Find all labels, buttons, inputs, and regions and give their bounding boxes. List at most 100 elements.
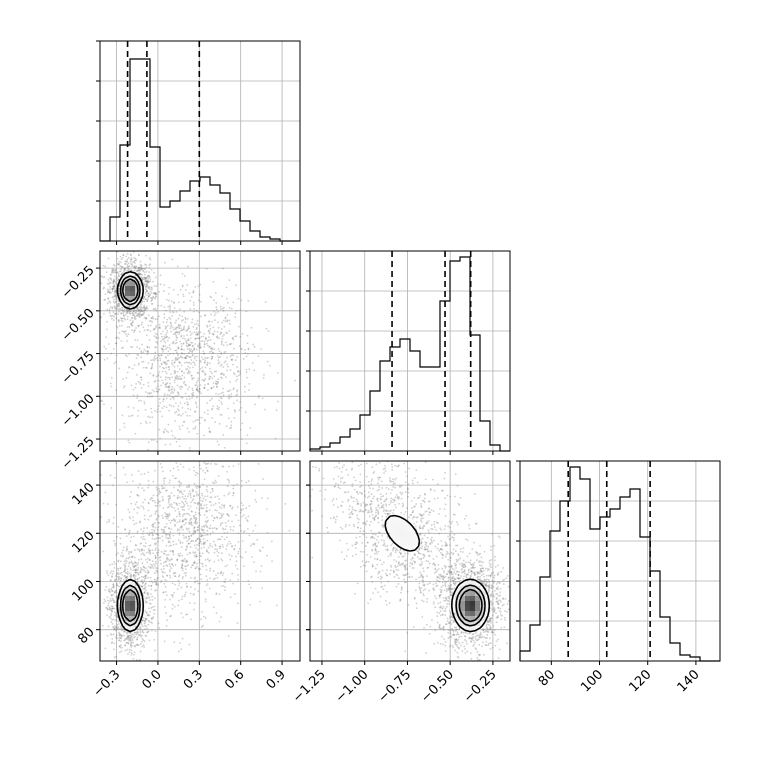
scatter-point xyxy=(264,408,266,411)
scatter-point xyxy=(167,388,170,391)
scatter-point xyxy=(253,543,256,546)
scatter-point xyxy=(197,332,200,335)
scatter-point xyxy=(152,292,155,295)
scatter-point xyxy=(217,382,219,385)
scatter-point xyxy=(127,333,130,336)
scatter-point xyxy=(162,591,165,594)
scatter-point xyxy=(171,359,174,362)
scatter-point xyxy=(147,584,150,587)
scatter-point xyxy=(209,496,212,499)
scatter-point xyxy=(111,626,114,628)
scatter-point xyxy=(110,291,112,294)
scatter-point xyxy=(186,354,188,357)
scatter-point xyxy=(215,302,218,304)
scatter-point xyxy=(199,331,202,334)
scatter-point xyxy=(186,546,189,548)
scatter-point xyxy=(106,572,109,574)
scatter-point xyxy=(192,564,194,567)
scatter-point xyxy=(146,618,148,621)
scatter-point xyxy=(121,518,124,521)
scatter-point xyxy=(197,453,199,455)
scatter-point xyxy=(213,330,216,333)
scatter-point xyxy=(246,376,248,379)
scatter-point xyxy=(223,306,225,309)
scatter-point xyxy=(261,546,264,549)
scatter-point xyxy=(180,567,183,569)
scatter-point xyxy=(136,548,139,551)
scatter-point xyxy=(165,533,168,536)
scatter-point xyxy=(215,383,218,386)
scatter-point xyxy=(131,312,134,315)
scatter-point xyxy=(111,586,114,589)
scatter-point xyxy=(207,356,209,359)
scatter-point xyxy=(219,396,222,399)
scatter-point xyxy=(124,263,126,265)
scatter-point xyxy=(220,373,223,375)
scatter-point xyxy=(171,342,174,345)
scatter-point xyxy=(118,637,121,639)
scatter-point xyxy=(165,536,167,539)
scatter-point xyxy=(112,271,114,274)
scatter-point xyxy=(194,516,196,519)
scatter-point xyxy=(210,296,213,299)
scatter-point xyxy=(232,487,235,490)
scatter-point xyxy=(123,422,126,425)
scatter-point xyxy=(111,269,114,272)
scatter-point xyxy=(164,309,167,312)
scatter-point xyxy=(211,481,214,484)
scatter-point xyxy=(249,427,252,429)
scatter-point xyxy=(113,590,116,593)
scatter-point xyxy=(195,337,198,340)
scatter-point xyxy=(248,534,251,537)
scatter-point xyxy=(228,491,231,494)
scatter-point xyxy=(204,463,207,465)
scatter-point xyxy=(227,493,230,496)
scatter-point xyxy=(210,372,213,375)
scatter-point xyxy=(179,554,181,557)
scatter-point xyxy=(194,581,196,584)
scatter-point xyxy=(183,557,186,560)
scatter-point xyxy=(202,542,205,545)
scatter-point xyxy=(112,270,115,273)
scatter-point xyxy=(149,602,152,605)
scatter-point xyxy=(147,350,149,353)
scatter-point xyxy=(207,413,209,416)
scatter-point xyxy=(195,522,197,525)
scatter-point xyxy=(224,565,227,568)
scatter-point xyxy=(243,565,245,568)
scatter-point xyxy=(181,506,184,509)
scatter-point xyxy=(158,504,161,507)
scatter-point xyxy=(138,248,140,250)
scatter-point xyxy=(133,260,135,263)
scatter-point xyxy=(147,630,150,633)
scatter-point xyxy=(169,565,171,568)
scatter-point xyxy=(177,347,180,350)
scatter-point xyxy=(176,529,179,532)
scatter-point xyxy=(189,330,191,333)
scatter-point xyxy=(185,561,188,564)
scatter-point xyxy=(189,408,192,411)
scatter-point xyxy=(127,533,130,536)
scatter-point xyxy=(118,324,121,327)
scatter-point xyxy=(164,363,167,366)
scatter-point xyxy=(231,358,234,361)
scatter-point xyxy=(115,317,118,320)
scatter-point xyxy=(188,344,191,347)
scatter-point xyxy=(139,631,142,634)
scatter-point xyxy=(239,428,242,431)
scatter-point xyxy=(187,538,190,541)
scatter-point xyxy=(233,416,236,419)
scatter-point xyxy=(125,260,128,263)
scatter-point xyxy=(211,320,214,323)
scatter-point xyxy=(114,269,116,272)
scatter-point xyxy=(114,542,116,545)
scatter-point xyxy=(151,549,154,552)
scatter-point xyxy=(151,497,154,499)
scatter-point xyxy=(162,398,165,400)
scatter-point xyxy=(148,614,151,617)
scatter-point xyxy=(148,267,151,269)
scatter-point xyxy=(169,550,172,552)
scatter-point xyxy=(144,277,147,280)
scatter-point xyxy=(248,583,251,586)
scatter-point xyxy=(119,627,122,630)
